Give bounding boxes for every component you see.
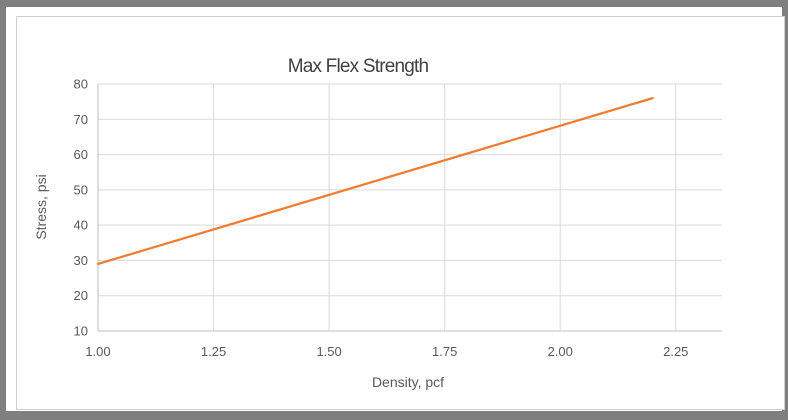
- x-tick-label: 2.00: [548, 344, 573, 359]
- chart-title: Max Flex Strength: [288, 56, 429, 77]
- y-tick-label: 70: [74, 112, 88, 127]
- x-tick-label: 1.50: [316, 344, 341, 359]
- y-tick-label: 50: [74, 182, 88, 197]
- x-tick-label: 1.75: [432, 344, 457, 359]
- y-axis-ticks: 10 20 30 40 50 60 70 80: [74, 77, 88, 339]
- x-tick-label: 1.00: [85, 344, 110, 359]
- y-tick-label: 20: [74, 288, 88, 303]
- series-line: [96, 96, 654, 266]
- x-tick-label: 2.25: [663, 344, 688, 359]
- x-axis-title: Density, pcf: [372, 374, 444, 390]
- chart-area: [16, 16, 785, 410]
- y-tick-label: 30: [74, 253, 88, 268]
- gridlines: [97, 83, 722, 332]
- x-tick-label: 1.25: [201, 344, 226, 359]
- y-tick-label: 40: [74, 218, 88, 233]
- y-tick-label: 10: [74, 324, 88, 339]
- y-axis-title: Stress, psi: [33, 174, 49, 239]
- x-axis-ticks: 1.00 1.25 1.50 1.75 2.00 2.25: [85, 344, 688, 359]
- series: [96, 96, 654, 266]
- y-tick-label: 80: [74, 77, 88, 92]
- y-tick-label: 60: [74, 147, 88, 162]
